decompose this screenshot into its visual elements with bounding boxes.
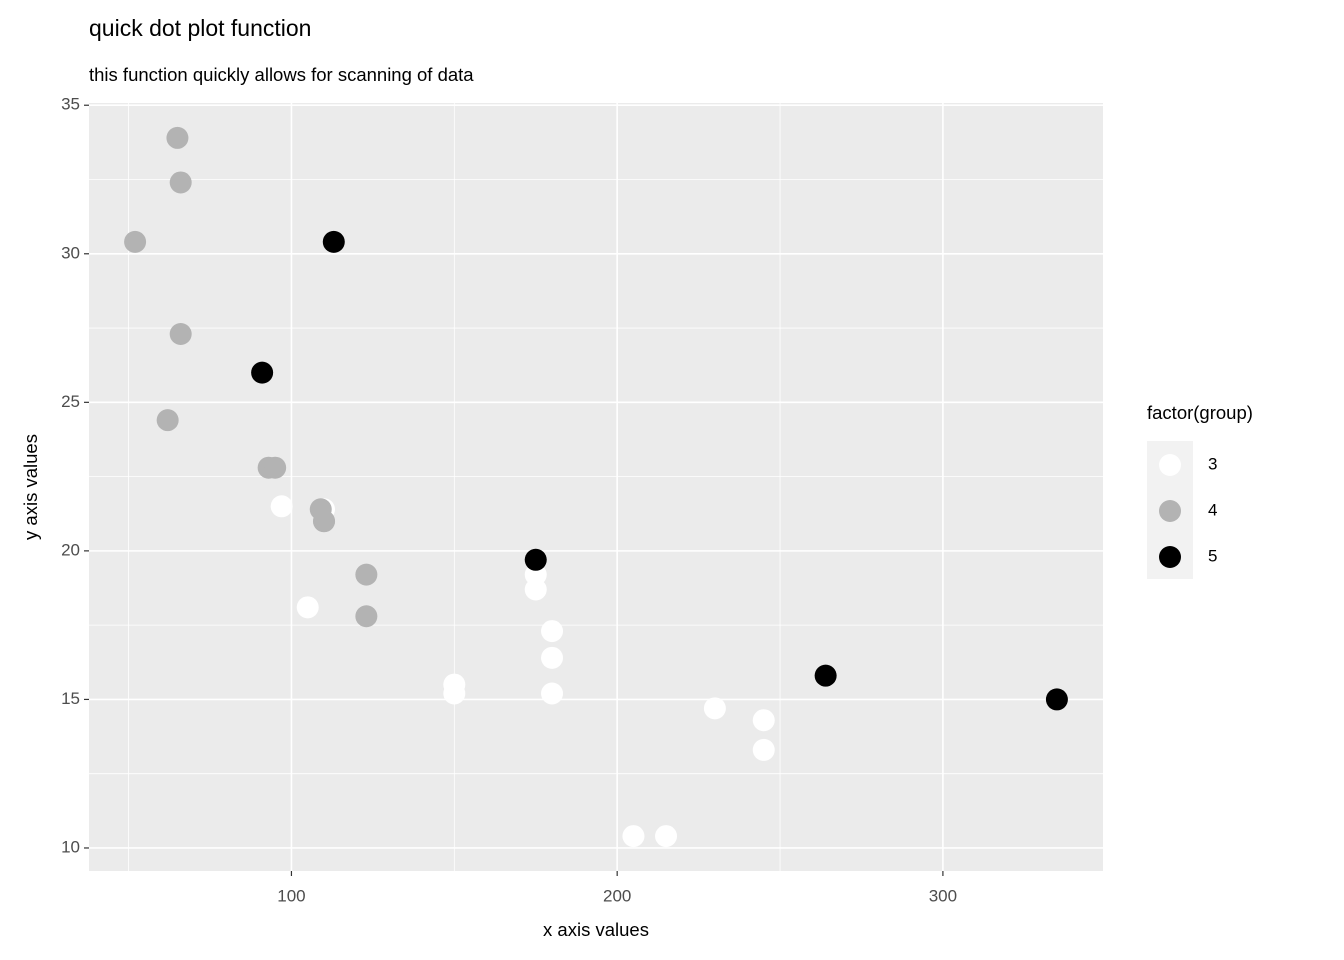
- point: [251, 361, 274, 384]
- point: [264, 456, 287, 479]
- x-tick-label: 300: [929, 886, 957, 905]
- point: [355, 605, 378, 628]
- point: [622, 825, 645, 848]
- legend-key: [1159, 454, 1181, 476]
- y-axis-title: y axis values: [20, 434, 41, 540]
- point: [524, 548, 547, 571]
- legend-key: [1159, 500, 1181, 522]
- legend-label: 5: [1208, 546, 1217, 565]
- point: [169, 322, 192, 345]
- point: [166, 126, 189, 149]
- point: [1045, 688, 1068, 711]
- point: [355, 563, 378, 586]
- chart-title: quick dot plot function: [89, 15, 311, 41]
- point: [296, 596, 319, 619]
- x-tick-label: 100: [277, 886, 305, 905]
- y-tick-label: 15: [61, 689, 80, 708]
- point: [322, 230, 345, 253]
- legend-key: [1159, 546, 1181, 568]
- x-axis-title: x axis values: [543, 919, 649, 940]
- point: [655, 825, 678, 848]
- legend-label: 4: [1208, 500, 1217, 519]
- point: [443, 682, 466, 705]
- point: [309, 498, 332, 521]
- point: [541, 620, 564, 643]
- x-tick-label: 200: [603, 886, 631, 905]
- point: [124, 230, 147, 253]
- legend-title: factor(group): [1147, 402, 1253, 423]
- point: [814, 664, 837, 687]
- panel: [89, 103, 1103, 871]
- legend-label: 3: [1208, 454, 1217, 473]
- y-tick-label: 20: [61, 540, 80, 559]
- point: [541, 682, 564, 705]
- y-tick-label: 30: [61, 243, 80, 262]
- y-tick-label: 35: [61, 95, 80, 114]
- point: [169, 171, 192, 194]
- point: [541, 646, 564, 669]
- point: [270, 495, 293, 518]
- point: [156, 409, 179, 432]
- chart-subtitle: this function quickly allows for scannin…: [89, 64, 474, 85]
- point: [703, 697, 726, 720]
- point: [752, 709, 775, 732]
- point: [752, 738, 775, 761]
- y-tick-label: 10: [61, 837, 80, 856]
- y-tick-label: 25: [61, 392, 80, 411]
